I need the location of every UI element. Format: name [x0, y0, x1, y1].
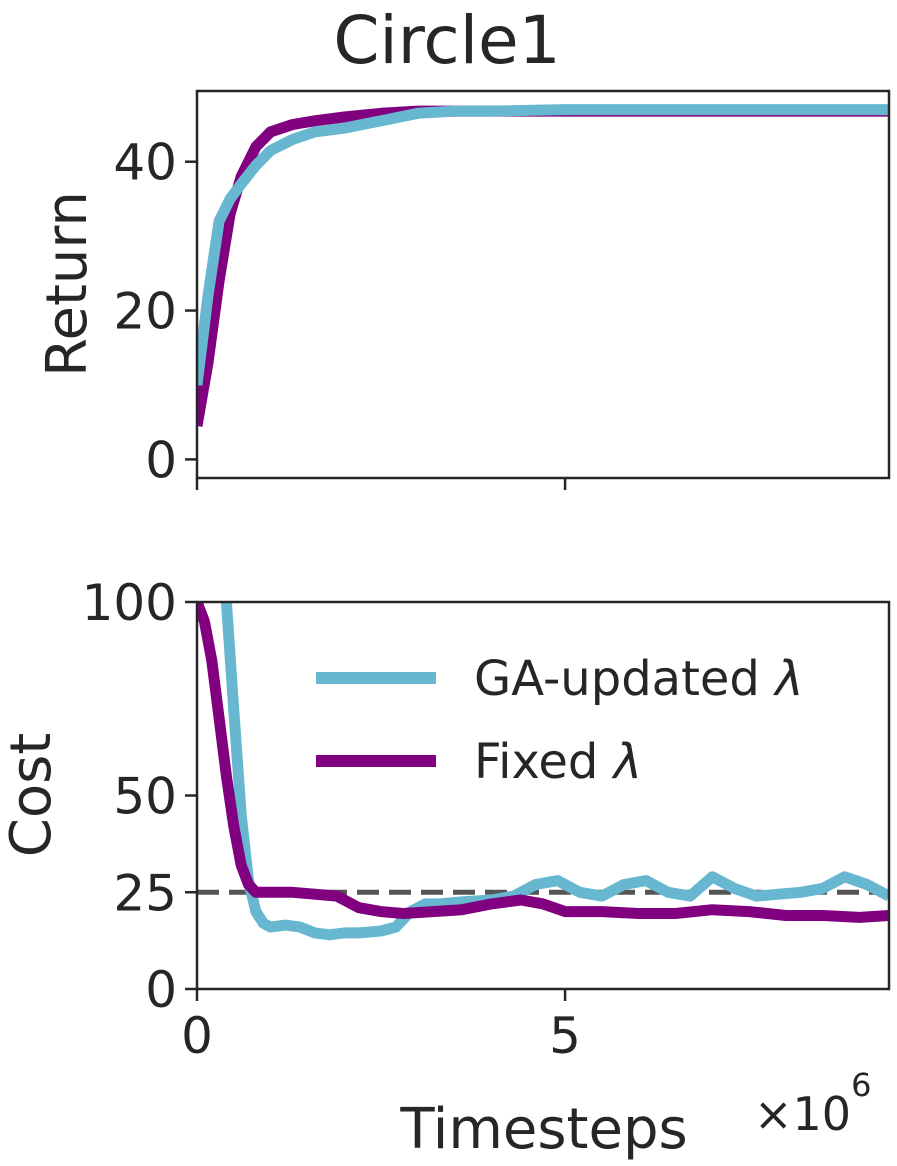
cost-xtick-label: 5	[549, 1007, 581, 1065]
cost-ytick-label: 50	[113, 768, 177, 826]
chart-title: Circle1	[333, 2, 560, 79]
return-ytick-label: 0	[145, 431, 177, 489]
legend: GA-updated λ Fixed λ	[316, 651, 804, 790]
return-ytick-label: 40	[113, 134, 177, 192]
return-axes-frame	[195, 89, 891, 480]
legend-label: GA-updated λ	[474, 651, 804, 707]
cost-ytick-label: 0	[145, 961, 177, 1019]
cost-panel: 0 25 50 100 0 5 GA-updated λ Fixed λ	[82, 574, 891, 1065]
return-axis-label: Return	[35, 191, 100, 377]
x-axis-label: Timesteps	[399, 1097, 687, 1162]
cost-axis-label: Cost	[0, 733, 64, 858]
legend-label: Fixed λ	[474, 734, 642, 790]
x-scale-multiplier: ×106	[754, 1066, 871, 1141]
return-series-fixed-line	[197, 105, 889, 427]
cost-ytick-label: 25	[113, 864, 177, 922]
cost-xtick-label: 0	[181, 1007, 213, 1065]
cost-series-ga-updated-line	[220, 602, 889, 941]
return-ytick-label: 20	[113, 283, 177, 341]
cost-series-fixed-line	[197, 602, 889, 923]
return-panel: 0 20 40	[113, 89, 891, 490]
cost-ytick-label: 100	[82, 574, 177, 632]
return-series-ga-updated-line	[197, 104, 889, 386]
